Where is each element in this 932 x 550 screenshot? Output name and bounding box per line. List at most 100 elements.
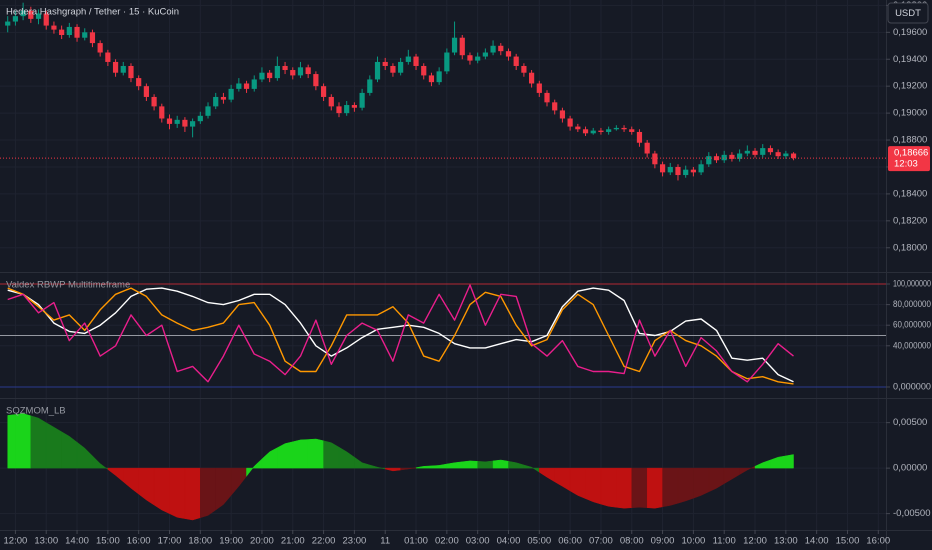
candle-body [598, 130, 604, 132]
x-tick-label: 13:00 [34, 536, 58, 547]
candle-body [174, 119, 180, 124]
momentum-area [277, 441, 294, 469]
candle-body [706, 156, 712, 165]
y-tick-label: 0,18200 [893, 215, 927, 226]
candle-body [752, 150, 758, 155]
y-tick-label: 0,19600 [893, 27, 927, 38]
candle-body [590, 130, 596, 134]
candle-body [783, 153, 789, 157]
candle-body [382, 61, 388, 66]
x-tick-label: 12:00 [4, 536, 28, 547]
candle-body [35, 13, 42, 19]
candle-body [444, 52, 450, 72]
momentum-area [677, 467, 694, 504]
y-tick-label: 0,19000 [893, 108, 927, 119]
candle-body [659, 164, 666, 173]
candle-body [313, 74, 319, 87]
y-tick-label: 0,19200 [893, 81, 927, 92]
candle-body [274, 65, 280, 79]
x-tick-label: 15:00 [96, 536, 120, 547]
candle-body [675, 166, 681, 176]
candle-body [775, 152, 781, 157]
x-tick-label: 03:00 [466, 536, 490, 547]
candle-body [690, 169, 696, 173]
candle-body [667, 166, 673, 173]
candle-body [344, 105, 350, 114]
candle-body [575, 126, 581, 130]
candle-body [721, 154, 727, 161]
candle-body [97, 43, 103, 53]
candle-body [482, 52, 488, 57]
candle-body [374, 61, 381, 80]
candle-body [74, 26, 80, 38]
candle-body [236, 83, 242, 89]
candle-body [259, 72, 265, 80]
candle-body [790, 153, 797, 159]
x-tick-label: 04:00 [497, 536, 521, 547]
candle-body [190, 121, 196, 127]
momentum-area [153, 467, 170, 514]
candle-body [529, 72, 535, 84]
momentum-area [384, 467, 401, 472]
candle-body [729, 154, 735, 159]
candle-body [305, 67, 311, 75]
momentum-area [600, 467, 617, 508]
x-tick-label: 14:00 [805, 536, 829, 547]
y-tick-label: -0,00500 [893, 508, 931, 519]
x-tick-label: 05:00 [527, 536, 551, 547]
momentum-area [7, 414, 16, 469]
candle-body [767, 148, 774, 153]
candle-body [28, 10, 34, 19]
candle-body [89, 32, 96, 44]
currency-button[interactable] [887, 2, 929, 24]
candle-body [105, 52, 111, 62]
momentum-area [292, 439, 309, 469]
momentum-area [508, 461, 525, 469]
momentum-area [477, 460, 494, 469]
candle-body [421, 65, 427, 76]
candle-body [398, 61, 404, 73]
candle-body [136, 78, 142, 87]
momentum-area [307, 438, 324, 469]
last-price-label: 0,18666 [894, 148, 928, 159]
momentum-area [785, 454, 794, 469]
candle-body [351, 105, 357, 108]
indicator-line [7, 287, 794, 385]
candle-body [359, 92, 365, 108]
momentum-area [338, 446, 355, 469]
candle-body [205, 106, 211, 116]
candle-body [243, 83, 250, 89]
momentum-area [200, 467, 216, 519]
momentum-area [708, 467, 725, 493]
x-tick-label: 10:00 [682, 536, 706, 547]
candle-body [629, 129, 635, 132]
momentum-area [323, 440, 340, 469]
candle-body [413, 56, 419, 66]
candle-body [428, 75, 435, 83]
momentum-area [739, 465, 756, 475]
currency-label[interactable]: USDT [895, 8, 921, 19]
x-tick-label: 21:00 [281, 536, 305, 547]
candle-body [621, 127, 627, 130]
y-tick-label: 0,00500 [893, 417, 927, 428]
candle-body [320, 86, 327, 97]
y-tick-label: 0,18400 [893, 188, 927, 199]
pane-title: Hedera Hashgraph / Tether · 15 · KuCoin [6, 7, 179, 18]
candle-body [451, 37, 458, 53]
candle-body [636, 131, 643, 143]
momentum-area [30, 415, 47, 469]
momentum-area [15, 413, 32, 469]
x-tick-label: 11:00 [713, 536, 736, 547]
candle-body [151, 96, 157, 107]
momentum-area [662, 467, 679, 508]
indicator-line [7, 284, 794, 383]
momentum-area [92, 455, 109, 471]
candle-body [498, 45, 504, 52]
x-tick-label: 19:00 [219, 536, 243, 547]
candle-body [182, 119, 188, 127]
momentum-area [230, 467, 247, 497]
candle-body [613, 127, 619, 130]
candle-body [328, 96, 334, 107]
